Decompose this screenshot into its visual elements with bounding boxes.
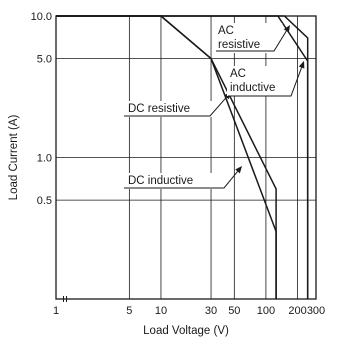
y-tick-label: 10.0 (31, 11, 52, 23)
curve-label-ac-inductive: AC (230, 68, 246, 80)
y-tick-label: 5.0 (37, 54, 52, 66)
y-axis-title: Load Current (A) (8, 115, 20, 201)
x-tick-label: 300 (307, 305, 325, 317)
x-tick-label: 1 (53, 305, 59, 317)
leader-arrowhead (235, 166, 242, 174)
label-backdrop (227, 66, 295, 96)
curve-label-ac-inductive: inductive (230, 82, 275, 94)
curve-label-layer: DC resistive DC inductive AC resistive AC ind… (124, 23, 305, 189)
y-tick-label: 0.5 (37, 195, 52, 207)
x-axis-title: Load Voltage (V) (143, 325, 229, 337)
leader-line (124, 96, 227, 117)
label-backdrop (125, 101, 213, 117)
leader-line (228, 67, 303, 97)
curve-label-dc-inductive: DC inductive (128, 175, 193, 187)
label-backdrop (215, 23, 283, 53)
x-tick-label: 10 (155, 305, 167, 317)
curve-label-ac-resistive: AC (218, 25, 234, 37)
leader-line (124, 171, 238, 189)
x-tick-label: 5 (126, 305, 132, 317)
plot-frame (55, 15, 317, 300)
y-tick-label: 1.0 (37, 153, 52, 165)
label-backdrop (125, 173, 213, 189)
grid-layer (56, 16, 316, 299)
leader-line (216, 30, 287, 52)
x-tick-label: 100 (257, 305, 275, 317)
leader-arrowhead (283, 25, 290, 33)
x-tick-label: 30 (205, 305, 217, 317)
x-tick-label: 50 (228, 305, 240, 317)
curve-label-dc-resistive: DC resistive (128, 103, 190, 115)
x-tick-label: 200 (288, 305, 306, 317)
leader-arrowhead (298, 61, 305, 69)
tick-label-layer: 1 5 10 30 50 100 200 300 10.0 5.0 1.0 0.5 (31, 11, 326, 317)
curve-label-ac-resistive: resistive (218, 39, 260, 51)
